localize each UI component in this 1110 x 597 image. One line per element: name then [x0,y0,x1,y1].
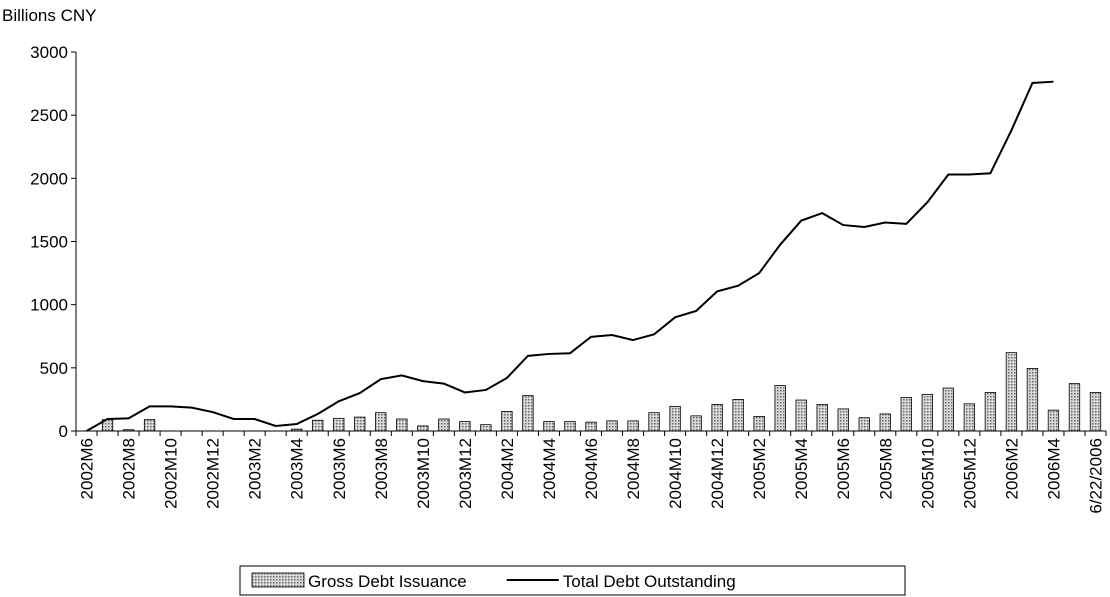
x-tick-label: 2004M10 [666,438,685,509]
bar [459,421,471,432]
x-tick-label: 2005M8 [876,438,895,499]
bar [143,419,156,432]
bar [942,387,955,432]
x-tick-label: 2003M4 [288,438,307,499]
x-tick-label: 2004M6 [582,438,601,499]
bar [753,416,765,432]
x-tick-label: 2003M12 [456,438,475,509]
x-tick-label: 2005M2 [750,438,769,499]
bar [816,404,828,432]
legend: Gross Debt Issuance Total Debt Outstandin… [239,565,906,596]
bar [564,421,576,432]
bar [984,392,997,432]
bar [858,417,870,432]
bar [900,397,912,432]
x-tick-label: 2003M2 [246,438,265,499]
y-tick-label: 1500 [30,233,68,252]
bar [438,418,450,432]
x-tick-label: 2003M6 [330,438,349,499]
bar [732,399,744,432]
x-tick-label: 2004M2 [498,438,517,499]
x-tick-label: 2005M12 [960,438,979,509]
bar [375,412,387,432]
bar [606,420,618,432]
bar [774,385,786,432]
x-tick-label: 2006M4 [1044,438,1063,499]
bar [522,395,534,432]
bar [1026,368,1039,432]
bar [543,421,555,432]
y-tick-label: 500 [40,359,68,378]
bar [690,415,702,432]
x-tick-label: 2003M10 [414,438,433,509]
bar [1089,392,1102,432]
legend-label: Total Debt Outstanding [563,572,736,591]
bar [501,411,513,432]
y-tick-label: 1000 [30,296,68,315]
x-tick-label: 2004M12 [708,438,727,509]
y-tick-label: 2500 [30,106,68,125]
legend-label: Gross Debt Issuance [308,572,467,591]
x-tick-label: 2002M8 [120,438,139,499]
bar [648,412,660,432]
bar [711,404,723,432]
y-tick-label: 2000 [30,169,68,188]
bar [312,419,324,432]
x-tick-label: 2003M8 [372,438,391,499]
bar [1068,383,1081,432]
y-tick-label: 0 [59,422,68,441]
bar [396,418,408,432]
bar [1047,409,1060,432]
y-tick-label: 3000 [30,43,68,62]
legend-swatch [251,572,305,588]
x-tick-label: 2005M6 [834,438,853,499]
x-tick-label: 2006M2 [1002,438,1021,499]
bar [795,399,807,432]
x-tick-label: 2002M12 [204,438,223,509]
bar [480,424,492,432]
bar [417,425,429,432]
bar [585,421,597,432]
bar [921,393,933,432]
bar [627,420,639,432]
bar [963,403,976,432]
y-axis-label: Billions CNY [2,6,96,25]
line [86,80,1054,432]
legend-frame [239,565,906,596]
x-tick-label: 2004M4 [540,438,559,499]
bar [354,416,366,432]
x-tick-label: 2002M6 [78,438,97,499]
x-tick-label: 2004M8 [624,438,643,499]
bar [1005,352,1018,432]
x-tick-label: 2002M10 [162,438,181,509]
bar [333,417,345,432]
x-tick-label: 2005M4 [792,438,811,499]
bar [837,408,849,432]
x-tick-label: 2005M10 [918,438,937,509]
bar [879,413,891,432]
x-tick-label: 6/22/2006 [1086,438,1105,514]
bar [669,405,681,432]
